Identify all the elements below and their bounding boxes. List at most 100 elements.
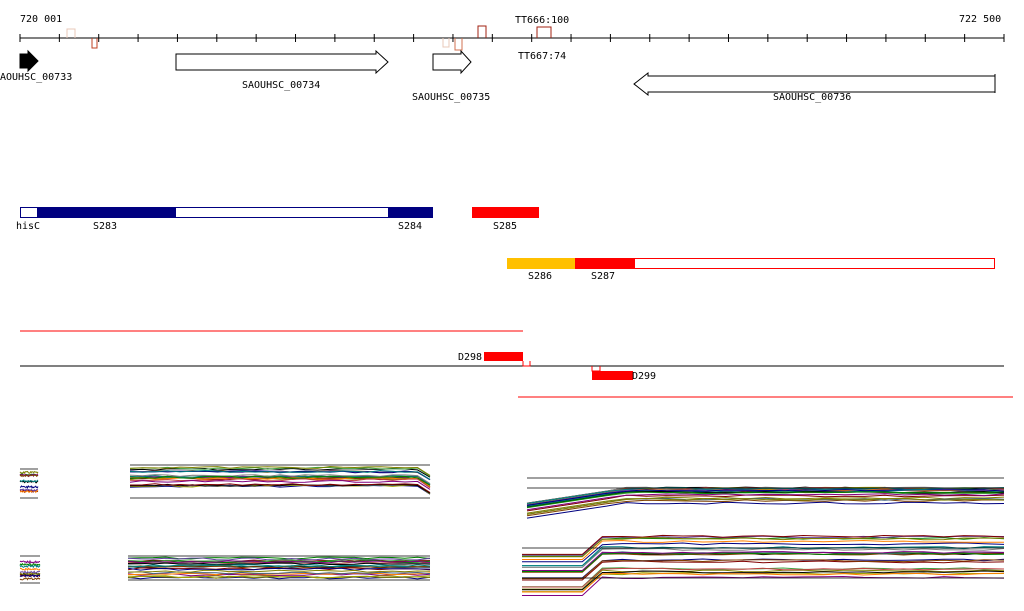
profile-bundle-b2 bbox=[127, 556, 431, 580]
profile-line bbox=[127, 575, 431, 579]
differential-track: D298 D299 bbox=[20, 330, 1013, 398]
profile-line bbox=[522, 572, 1005, 593]
profile-line bbox=[522, 567, 1005, 588]
segment-track-1: hisC S283 S284 S285 bbox=[16, 207, 539, 232]
differential-d298[interactable] bbox=[484, 352, 523, 361]
profile-line bbox=[522, 569, 1005, 590]
profile-line bbox=[522, 552, 1005, 572]
profile-line bbox=[19, 564, 41, 569]
axis-ticks bbox=[19, 34, 1005, 42]
profile-line bbox=[522, 539, 1005, 560]
profile-line bbox=[522, 570, 1005, 591]
profile-line bbox=[127, 569, 431, 573]
profile-line bbox=[19, 574, 41, 578]
segment-label-s285: S285 bbox=[493, 221, 517, 232]
gene-label-saouhsc-00735: SAOUHSC_00735 bbox=[412, 92, 490, 103]
segment-s285[interactable] bbox=[472, 207, 539, 218]
profile-line bbox=[129, 469, 431, 480]
feature-glyph bbox=[91, 38, 98, 49]
profile-line bbox=[129, 465, 431, 476]
terminator-label-tt666: TT666:100 bbox=[515, 15, 569, 26]
profile-bundle-b1 bbox=[19, 559, 41, 581]
d298-connector bbox=[522, 361, 531, 367]
profile-line bbox=[19, 559, 41, 564]
segment-s286[interactable] bbox=[507, 258, 575, 269]
terminator-glyph bbox=[477, 25, 487, 38]
differential-label-d298: D298 bbox=[458, 352, 482, 363]
expression-profiles bbox=[19, 464, 1005, 596]
gene-arrow-saouhsc-00734[interactable] bbox=[175, 49, 389, 75]
profile-line bbox=[127, 564, 431, 568]
profile-bundle-a3 bbox=[526, 486, 1005, 519]
profile-line bbox=[127, 560, 431, 564]
profile-bundle-a2 bbox=[129, 465, 431, 495]
profile-line bbox=[522, 559, 1005, 580]
profile-line bbox=[522, 534, 1005, 555]
profile-line bbox=[19, 488, 39, 492]
profile-line bbox=[526, 501, 1005, 519]
gene-label-saouhsc-00733: AOUHSC_00733 bbox=[0, 72, 72, 83]
profile-line bbox=[19, 570, 41, 574]
profile-line bbox=[129, 484, 431, 495]
segment-s287[interactable] bbox=[575, 258, 635, 269]
segment-s283[interactable] bbox=[37, 207, 176, 218]
profile-line bbox=[129, 474, 431, 485]
profile-line bbox=[522, 537, 1005, 558]
profile-line bbox=[526, 499, 1005, 517]
profile-line bbox=[19, 485, 39, 490]
terminator-glyph bbox=[536, 26, 552, 38]
gene-label-saouhsc-00736: SAOUHSC_00736 bbox=[773, 92, 851, 103]
profile-bundle-b3 bbox=[522, 534, 1005, 596]
profile-line bbox=[522, 551, 1005, 572]
segment-label-s286: S286 bbox=[528, 271, 552, 282]
profile-line bbox=[19, 571, 41, 576]
axis-features: TT666:100 TT667:74 bbox=[66, 15, 569, 62]
profile-bundle-a1 bbox=[19, 470, 39, 494]
profile-line bbox=[522, 551, 1005, 571]
profile-line bbox=[526, 491, 1005, 508]
differential-label-d299: D299 bbox=[632, 371, 656, 382]
profile-line bbox=[19, 562, 41, 567]
d299-connector bbox=[591, 366, 601, 372]
feature-glyph bbox=[442, 38, 450, 48]
profile-line bbox=[526, 497, 1005, 515]
segment-s284[interactable] bbox=[388, 207, 433, 218]
profile-line bbox=[526, 494, 1005, 512]
profile-line bbox=[19, 474, 39, 478]
differential-d299[interactable] bbox=[592, 371, 633, 380]
profile-line bbox=[129, 479, 431, 490]
axis-end-label: 722 500 bbox=[959, 14, 1001, 25]
profile-line bbox=[127, 562, 431, 566]
axis-start-label: 720 001 bbox=[20, 14, 62, 25]
coordinate-axis: 720 001 722 500 bbox=[19, 14, 1005, 42]
profile-line bbox=[522, 560, 1005, 581]
segment-label-s284: S284 bbox=[398, 221, 422, 232]
gene-arrow-saouhsc-00736[interactable] bbox=[633, 71, 996, 97]
segment-label-s287: S287 bbox=[591, 271, 615, 282]
profile-line bbox=[129, 483, 431, 493]
profile-line bbox=[129, 484, 431, 495]
profile-line bbox=[19, 577, 41, 581]
profile-line bbox=[127, 565, 431, 569]
profile-line bbox=[526, 493, 1005, 511]
profile-line bbox=[526, 496, 1005, 514]
segment-label-s283: S283 bbox=[93, 221, 117, 232]
gene-arrow-saouhsc-00735[interactable] bbox=[432, 49, 472, 75]
gene-label-saouhsc-00734: SAOUHSC_00734 bbox=[242, 80, 320, 91]
segment-label-hisc: hisC bbox=[16, 221, 40, 232]
terminator-label-tt667: TT667:74 bbox=[518, 51, 566, 62]
profile-line bbox=[19, 479, 39, 483]
profile-line bbox=[127, 567, 431, 571]
profile-line bbox=[19, 567, 41, 571]
profile-line bbox=[19, 470, 39, 475]
gene-track: AOUHSC_00733 SAOUHSC_00734 SAOUHSC_00735… bbox=[0, 49, 996, 103]
profile-line bbox=[129, 478, 431, 489]
segment-track-2: S286 S287 bbox=[507, 258, 995, 282]
gene-arrow-saouhsc-00733[interactable] bbox=[19, 49, 39, 73]
profile-line bbox=[522, 542, 1005, 563]
feature-glyph bbox=[66, 28, 76, 38]
feature-glyph bbox=[454, 38, 463, 51]
profile-line bbox=[130, 483, 431, 494]
